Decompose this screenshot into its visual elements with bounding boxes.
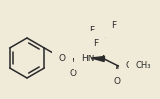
Text: O: O [114,77,121,86]
Text: O: O [70,69,77,79]
Text: O: O [126,60,133,69]
Text: CH₃: CH₃ [136,60,151,69]
Text: F: F [111,20,116,30]
Text: F: F [89,26,94,34]
Text: HN: HN [82,53,95,62]
Text: O: O [59,53,66,62]
Polygon shape [91,57,104,61]
Text: F: F [93,39,98,48]
